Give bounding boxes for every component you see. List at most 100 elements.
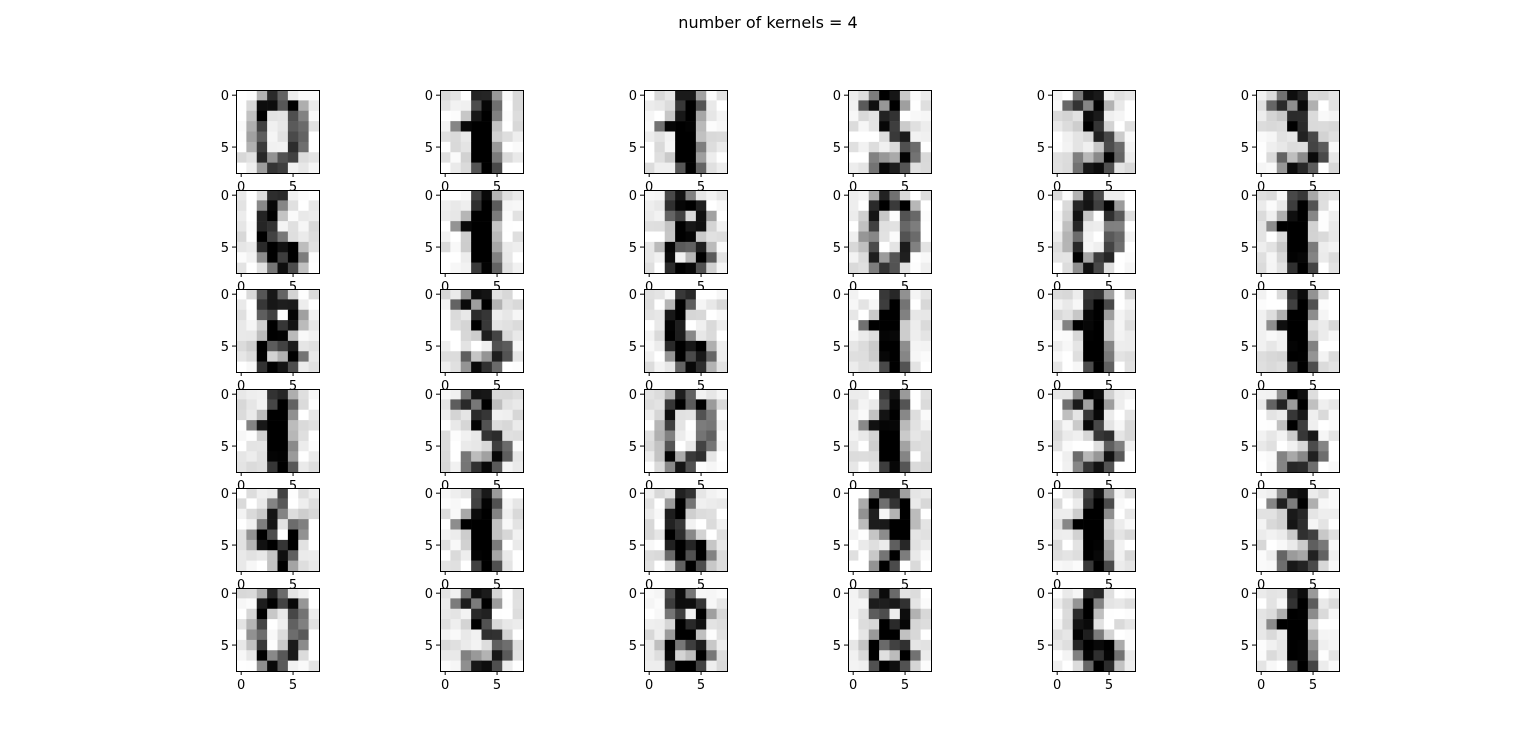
heatmap-cell	[716, 121, 728, 132]
heatmap-cell	[858, 131, 870, 143]
heatmap-cell	[879, 619, 890, 630]
heatmap-cell	[267, 210, 278, 222]
heatmap-cell	[1287, 299, 1298, 311]
y-tick-label: 5	[833, 241, 841, 256]
axes-frame	[848, 488, 932, 572]
heatmap-cell	[868, 90, 880, 101]
heatmap-cell	[889, 299, 901, 311]
heatmap-cell	[267, 399, 278, 411]
heatmap-cell	[512, 141, 524, 153]
heatmap-cell	[1276, 629, 1288, 641]
heatmap-cell	[858, 361, 870, 373]
heatmap-cell	[277, 598, 289, 610]
heatmap-cell	[1093, 330, 1105, 342]
heatmap-cell	[675, 660, 686, 672]
heatmap-cell	[1318, 430, 1329, 442]
heatmap-cell	[1307, 90, 1319, 101]
heatmap-cell	[440, 131, 451, 143]
heatmap-cell	[1052, 420, 1063, 431]
heatmap-cell	[1318, 309, 1329, 321]
heatmap-cell	[706, 152, 717, 163]
heatmap-cell	[287, 262, 299, 274]
heatmap-cell	[920, 461, 932, 473]
x-tick-label: 0	[1257, 180, 1265, 195]
heatmap-cell	[868, 420, 880, 431]
heatmap-cell	[868, 519, 880, 530]
heatmap-cell	[868, 299, 880, 311]
heatmap-cell	[440, 488, 451, 499]
heatmap-cell	[1297, 252, 1309, 263]
heatmap-cell	[858, 252, 870, 263]
heatmap-cell	[460, 299, 472, 311]
heatmap-cell	[481, 409, 493, 421]
heatmap-cell	[1052, 231, 1063, 243]
heatmap-cell	[910, 619, 921, 630]
heatmap-cell	[471, 608, 482, 620]
heatmap-cell	[287, 639, 299, 651]
heatmap-cell	[491, 598, 503, 610]
heatmap-cell	[848, 289, 859, 300]
heatmap-cell	[308, 550, 320, 561]
heatmap-cell	[848, 361, 859, 373]
heatmap-cell	[889, 200, 901, 212]
heatmap-cell	[716, 110, 728, 122]
heatmap-cell	[1307, 241, 1319, 253]
heatmap-cell	[246, 241, 258, 253]
heatmap-cell	[1287, 330, 1298, 342]
heatmap-cell	[287, 588, 299, 599]
heatmap-cell	[1072, 598, 1084, 610]
x-tick-label: 0	[1257, 379, 1265, 394]
heatmap-cell	[450, 121, 462, 132]
heatmap-cell	[868, 252, 880, 263]
heatmap-cell	[664, 588, 676, 599]
kernel-panel: 050 5	[425, 89, 524, 195]
heatmap-cell	[277, 508, 289, 520]
heatmap-cell	[706, 200, 717, 212]
heatmap-cell	[1276, 141, 1288, 153]
heatmap-cell	[1307, 519, 1319, 530]
heatmap-cell	[1093, 629, 1105, 641]
heatmap-cell	[685, 320, 697, 331]
heatmap-cell	[706, 508, 717, 520]
axes-frame	[236, 389, 320, 473]
heatmap-cell	[460, 619, 472, 630]
heatmap-cell	[1287, 660, 1298, 672]
heatmap-cell	[675, 420, 686, 431]
heatmap-cell	[695, 309, 707, 321]
x-tick-label: 0	[237, 578, 245, 593]
heatmap-cell	[460, 190, 472, 201]
heatmap-cell	[491, 560, 503, 572]
heatmap-cell	[1062, 498, 1074, 510]
heatmap-cell	[879, 241, 890, 253]
heatmap-cell	[1307, 340, 1319, 352]
heatmap-cell	[644, 650, 655, 661]
x-tick-label: 0	[1257, 678, 1265, 693]
heatmap-cell	[706, 461, 717, 473]
heatmap-cell	[1083, 340, 1094, 352]
heatmap-cell	[1256, 650, 1267, 661]
heatmap-cell	[1072, 539, 1084, 551]
heatmap-cell	[1276, 200, 1288, 212]
heatmap-cell	[1276, 289, 1288, 300]
heatmap-cell	[1103, 241, 1115, 253]
heatmap-cell	[1072, 451, 1084, 462]
heatmap-cell	[706, 309, 717, 321]
heatmap-cell	[512, 430, 524, 442]
heatmap-cell	[1318, 340, 1329, 352]
heatmap-cell	[512, 241, 524, 253]
heatmap-cell	[1052, 430, 1063, 442]
heatmap-cell	[491, 498, 503, 510]
kernel-panel: 050 5	[629, 89, 728, 195]
heatmap-cell	[1114, 309, 1125, 321]
heatmap-cell	[1114, 190, 1125, 201]
heatmap-cell	[1297, 351, 1309, 362]
heatmap-cell	[1103, 110, 1115, 122]
heatmap-cell	[491, 262, 503, 274]
x-tick-label: 5	[697, 379, 705, 394]
heatmap-cell	[868, 221, 880, 232]
heatmap-cell	[440, 289, 451, 300]
heatmap-cell	[706, 231, 717, 243]
heatmap-cell	[277, 660, 289, 672]
heatmap-cell	[471, 399, 482, 411]
heatmap-cell	[879, 461, 890, 473]
